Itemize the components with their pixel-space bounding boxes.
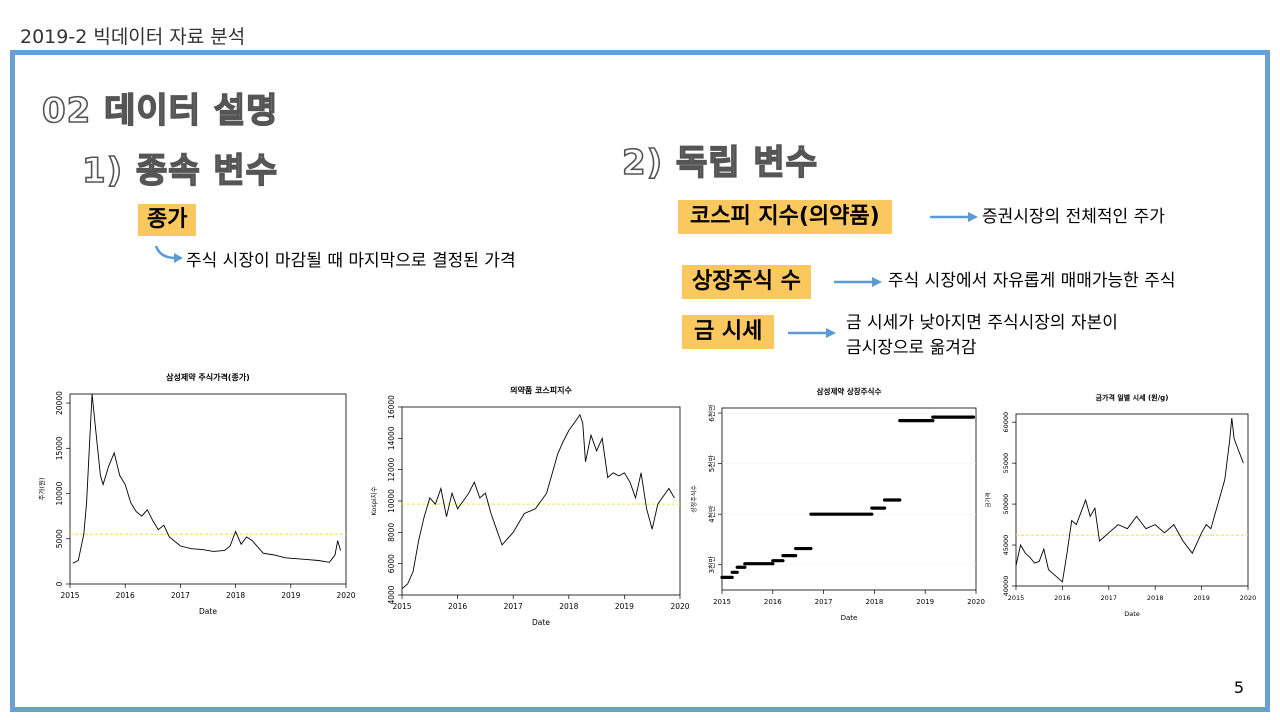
y-tick-label: 3천만 xyxy=(707,556,716,574)
x-tick-label: 2016 xyxy=(1054,594,1071,602)
y-tick-label: 6000 xyxy=(387,554,396,573)
x-tick-label: 2017 xyxy=(815,598,833,606)
y-tick-label: 15000 xyxy=(55,436,64,460)
y-tick-label: 20000 xyxy=(55,391,64,415)
x-tick-label: 2018 xyxy=(1147,594,1164,602)
arrow-right-icon xyxy=(930,212,978,222)
x-axis-label: Date xyxy=(841,614,858,622)
y-tick-label: 45000 xyxy=(1002,535,1010,556)
page-number: 5 xyxy=(1233,678,1244,697)
y-axis-label: 금가격 xyxy=(984,492,992,507)
y-tick-label: 55000 xyxy=(1002,453,1010,474)
x-axis-label: Date xyxy=(199,607,217,616)
dependent-heading: 1) 종속 변수 xyxy=(81,150,278,192)
chart-title: 금가격 일별 시세 (원/g) xyxy=(1096,393,1169,402)
chart-listed-shares: 삼성제약 상장주식수 2015 2016 2017 2018 2019 2020 Date 3천… xyxy=(686,378,986,630)
y-tick-label: 12000 xyxy=(387,458,396,482)
y-tick-label: 0 xyxy=(55,581,64,586)
gold-desc-line2: 금시장으로 옮겨감 xyxy=(846,338,977,358)
x-tick-label: 2020 xyxy=(1240,594,1257,602)
chart-title: 삼성제약 주식가격(종가) xyxy=(166,372,250,382)
y-tick-label: 60000 xyxy=(1002,412,1010,433)
y-axis-label: 상장주식수 xyxy=(690,485,698,513)
course-title: 2019-2 빅데이터 자료 분석 xyxy=(20,26,246,48)
y-axis-label: Kospi지수 xyxy=(369,486,378,515)
chart-gold-price: 금가격 일별 시세 (원/g) 2015 2016 2017 2018 2019 2020 D… xyxy=(980,386,1260,618)
arrow-right-icon xyxy=(834,277,882,287)
chart-title: 의약품 코스피지수 xyxy=(510,385,572,395)
x-tick-label: 2018 xyxy=(865,598,883,606)
y-tick-label: 14000 xyxy=(387,426,396,450)
chart-closing-price: 삼성제약 주식가격(종가) 2015 2016 2017 2018 2019 2020 Dat… xyxy=(30,362,360,632)
section-title: 02 데이터 설명 xyxy=(41,90,279,132)
plot-area xyxy=(721,407,977,591)
y-tick-label: 10000 xyxy=(55,481,64,505)
x-axis-label: Date xyxy=(532,618,550,627)
x-tick-label: 2015 xyxy=(60,591,79,600)
y-axis-label: 주가(원) xyxy=(37,477,46,500)
shares-tag: 상장주식 수 xyxy=(682,265,811,299)
dependent-desc: 주식 시장이 마감될 때 마지막으로 결정된 가격 xyxy=(186,251,516,271)
y-tick-label: 40000 xyxy=(1002,576,1010,597)
x-tick-label: 2017 xyxy=(171,591,190,600)
x-tick-label: 2019 xyxy=(615,602,634,611)
x-tick-label: 2020 xyxy=(336,591,355,600)
x-tick-label: 2015 xyxy=(1008,594,1025,602)
y-tick-label: 8000 xyxy=(387,523,396,542)
y-tick-label: 6천만 xyxy=(707,404,716,422)
content-frame xyxy=(10,50,1270,712)
kospi-desc: 증권시장의 전체적인 주가 xyxy=(982,207,1165,227)
plot-area xyxy=(1015,413,1249,587)
independent-heading: 2) 독립 변수 xyxy=(621,142,818,184)
series-line xyxy=(72,393,341,564)
kospi-tag: 코스피 지수(의약품) xyxy=(678,200,892,234)
chart-title: 삼성제약 상장주식수 xyxy=(817,386,882,396)
x-tick-label: 2019 xyxy=(1193,594,1210,602)
x-tick-label: 2018 xyxy=(559,602,578,611)
gold-tag: 금 시세 xyxy=(682,315,775,349)
gold-desc-line1: 금 시세가 낮아지면 주식시장의 자본이 xyxy=(846,313,1118,333)
series-line xyxy=(401,413,675,590)
y-tick-label: 10000 xyxy=(387,489,396,513)
x-tick-label: 2016 xyxy=(116,591,135,600)
x-tick-label: 2015 xyxy=(713,598,731,606)
x-tick-label: 2016 xyxy=(764,598,782,606)
y-tick-label: 5000 xyxy=(55,529,64,548)
x-tick-label: 2016 xyxy=(448,602,467,611)
dependent-tag: 종가 xyxy=(138,204,197,236)
y-tick-label: 4천만 xyxy=(707,505,716,523)
x-tick-label: 2015 xyxy=(392,602,411,611)
y-tick-label: 4000 xyxy=(387,585,396,604)
y-tick-label: 16000 xyxy=(387,395,396,419)
curved-arrow-icon xyxy=(154,245,183,263)
x-tick-label: 2017 xyxy=(504,602,523,611)
x-tick-label: 2020 xyxy=(967,598,985,606)
plot-area xyxy=(69,393,347,585)
series-line xyxy=(1015,418,1244,583)
x-tick-label: 2017 xyxy=(1101,594,1118,602)
y-tick-label: 50000 xyxy=(1002,494,1010,515)
arrow-right-icon xyxy=(788,328,836,338)
chart-kospi-index: 의약품 코스피지수 2015 2016 2017 2018 2019 2020 Date 400… xyxy=(364,375,694,640)
x-axis-label: Date xyxy=(1124,610,1140,618)
x-tick-label: 2019 xyxy=(916,598,934,606)
x-tick-label: 2018 xyxy=(226,591,245,600)
x-tick-label: 2020 xyxy=(670,602,689,611)
y-tick-label: 5천만 xyxy=(707,454,716,472)
shares-desc: 주식 시장에서 자유롭게 매매가능한 주식 xyxy=(888,271,1176,291)
x-tick-label: 2019 xyxy=(281,591,300,600)
